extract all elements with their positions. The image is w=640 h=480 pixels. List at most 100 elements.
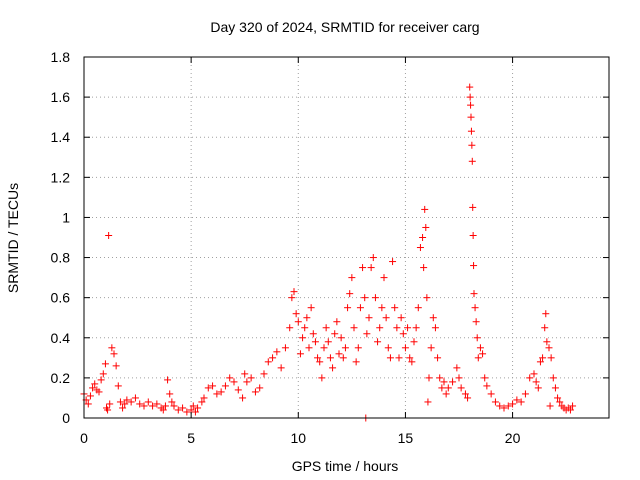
- data-point: [429, 314, 437, 322]
- data-point: [183, 408, 191, 416]
- data-point: [106, 400, 114, 408]
- data-point: [517, 398, 525, 406]
- data-point: [116, 398, 124, 406]
- data-point: [363, 330, 371, 338]
- data-point: [260, 370, 268, 378]
- y-tick-label: 1: [62, 209, 70, 225]
- data-point: [348, 274, 356, 282]
- data-point: [170, 402, 178, 410]
- data-point: [556, 398, 564, 406]
- data-point: [333, 318, 341, 326]
- data-point: [386, 354, 394, 362]
- data-point: [361, 294, 369, 302]
- data-point: [534, 384, 542, 392]
- x-axis-label: GPS time / hours: [292, 458, 399, 474]
- data-point: [471, 304, 479, 312]
- data-point: [391, 304, 399, 312]
- y-tick-label: 1.2: [51, 169, 71, 185]
- data-point: [119, 404, 127, 412]
- data-point: [466, 83, 474, 91]
- data-point: [213, 390, 221, 398]
- data-point: [121, 400, 129, 408]
- data-point: [136, 400, 144, 408]
- data-point: [256, 384, 264, 392]
- data-point: [470, 290, 478, 298]
- data-point: [309, 330, 317, 338]
- y-tick-label: 1.6: [51, 89, 71, 105]
- data-point: [427, 344, 435, 352]
- y-tick-label: 0.6: [51, 290, 71, 306]
- data-point: [314, 354, 322, 362]
- data-point: [479, 350, 487, 358]
- data-point: [414, 304, 422, 312]
- y-tick-label: 0: [62, 410, 70, 426]
- data-point: [438, 384, 446, 392]
- data-point: [320, 344, 328, 352]
- data-point: [286, 324, 294, 332]
- data-point: [264, 358, 272, 366]
- data-point: [436, 374, 444, 382]
- data-point: [354, 344, 362, 352]
- data-point: [431, 324, 439, 332]
- data-point: [335, 350, 343, 358]
- data-point: [322, 324, 330, 332]
- data-point: [376, 324, 384, 332]
- data-point: [359, 264, 367, 272]
- data-point: [281, 344, 289, 352]
- data-point: [474, 354, 482, 362]
- data-point: [487, 390, 495, 398]
- data-point: [397, 314, 405, 322]
- data-point: [395, 354, 403, 362]
- data-point: [277, 364, 285, 372]
- data-point: [404, 324, 412, 332]
- data-point: [234, 386, 242, 394]
- data-point: [420, 264, 428, 272]
- data-point: [481, 374, 489, 382]
- data-point: [416, 244, 424, 252]
- y-tick-label: 0.8: [51, 250, 71, 266]
- data-point: [344, 304, 352, 312]
- data-point: [303, 314, 311, 322]
- data-point: [410, 338, 418, 346]
- data-point: [99, 370, 107, 378]
- x-tick-label: 0: [80, 430, 88, 446]
- data-point: [530, 370, 538, 378]
- data-point: [367, 264, 375, 272]
- data-point: [399, 330, 407, 338]
- data-point: [449, 378, 457, 386]
- grid-lines: [84, 57, 609, 418]
- data-point: [509, 400, 517, 408]
- data-point: [521, 390, 529, 398]
- data-point: [299, 334, 307, 342]
- data-point: [316, 358, 324, 366]
- data-point: [123, 396, 131, 404]
- data-point: [127, 398, 135, 406]
- data-point: [318, 374, 326, 382]
- data-point: [566, 406, 574, 414]
- data-point: [421, 205, 429, 213]
- data-point: [545, 344, 553, 352]
- data-point: [423, 294, 431, 302]
- data-point: [346, 290, 354, 298]
- data-point: [91, 380, 99, 388]
- data-point: [378, 304, 386, 312]
- data-point: [554, 394, 562, 402]
- data-point: [380, 274, 388, 282]
- data-point: [365, 314, 373, 322]
- data-points: [80, 83, 577, 422]
- data-point: [324, 338, 332, 346]
- data-point: [144, 398, 152, 406]
- data-point: [296, 350, 304, 358]
- y-axis-label: SRMTID / TECUs: [5, 183, 21, 293]
- data-point: [326, 354, 334, 362]
- data-point: [467, 113, 475, 121]
- data-point: [350, 324, 358, 332]
- data-point: [504, 402, 512, 410]
- data-point: [526, 374, 534, 382]
- data-point: [230, 378, 238, 386]
- data-point: [453, 364, 461, 372]
- data-point: [536, 358, 544, 366]
- data-point: [384, 344, 392, 352]
- data-point: [547, 354, 555, 362]
- data-point: [239, 394, 247, 402]
